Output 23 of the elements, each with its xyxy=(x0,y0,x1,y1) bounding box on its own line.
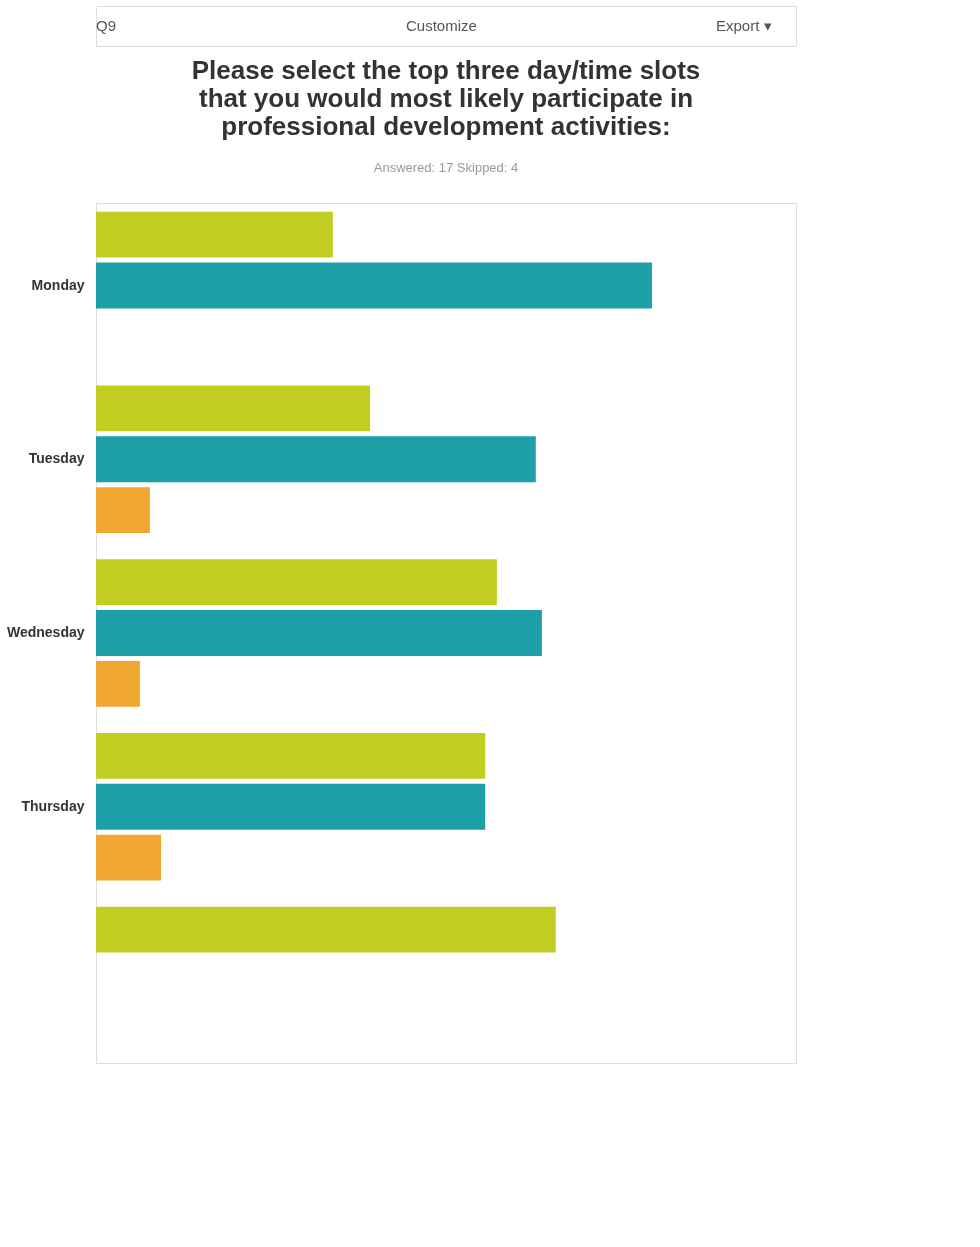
y-tick-label: Thursday xyxy=(21,797,85,814)
chart-subtitle: Answered: 17 Skipped: 4 xyxy=(373,160,519,175)
text: professional development activities: xyxy=(221,111,671,141)
text: Q9 xyxy=(96,17,117,34)
bar xyxy=(96,436,536,483)
y-tick-label: Monday xyxy=(31,276,85,293)
text: Please select the top three day/time slots xyxy=(191,55,701,85)
bar xyxy=(96,559,497,605)
bar xyxy=(96,262,652,309)
text: Customize xyxy=(406,17,477,34)
bar xyxy=(96,385,371,432)
text: Export ▾ xyxy=(716,17,772,34)
bar xyxy=(96,906,556,953)
bar xyxy=(96,732,486,779)
bar xyxy=(96,610,542,656)
y-tick-label: Wednesday xyxy=(6,624,85,640)
bar xyxy=(96,834,162,881)
y-tick-label: Tuesday xyxy=(28,450,85,467)
bar xyxy=(96,487,150,534)
text: that you would most likely participate in xyxy=(198,83,694,113)
bar xyxy=(96,661,140,707)
bar xyxy=(96,211,333,258)
bar xyxy=(96,783,486,830)
